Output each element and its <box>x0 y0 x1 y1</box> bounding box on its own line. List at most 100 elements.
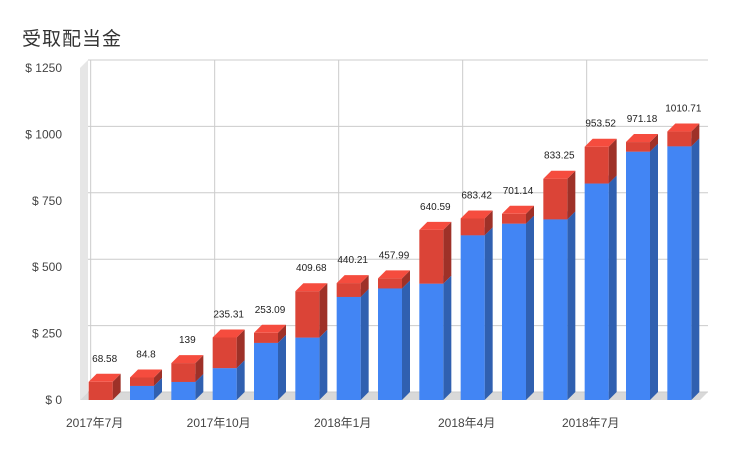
bar-segment <box>626 142 650 152</box>
bar-segment-side <box>691 123 700 147</box>
bar-segment-side <box>608 138 617 184</box>
bar-segment-top <box>626 134 658 143</box>
bars-layer <box>88 123 700 401</box>
bar-segment-side <box>567 211 576 400</box>
data-label: 971.18 <box>627 114 658 125</box>
bar-segment-top <box>171 355 204 364</box>
y-tick-label: $ 0 <box>45 393 62 407</box>
data-label: 640.59 <box>420 202 451 213</box>
labels-layer: $ 0 $ 250 $ 500 $ 750 $ 1000 $ 1250 2017年7月 201… <box>25 61 702 430</box>
bar-segment-top <box>212 329 245 338</box>
bar-segment <box>626 151 650 400</box>
x-tick-label: 2018年7月 <box>562 416 619 430</box>
x-tick-label: 2018年1月 <box>314 416 371 430</box>
bar-segment-top <box>254 324 286 333</box>
bar-segment-side <box>443 221 452 284</box>
bar-segment <box>254 342 278 400</box>
bar-segment-side <box>484 227 493 400</box>
bar-segment-side <box>319 283 328 338</box>
bar-segment-side <box>278 324 286 343</box>
bar-segment-side <box>360 275 369 297</box>
bar-segment <box>543 178 568 220</box>
bar-segment <box>295 291 320 338</box>
data-label: 235.31 <box>213 310 244 321</box>
bar-segment-side <box>236 360 245 400</box>
bar-segment <box>378 288 402 400</box>
bar-segment-side <box>650 143 658 400</box>
bar-segment-side <box>154 369 162 386</box>
y-tick-label: $ 1250 <box>25 61 62 75</box>
data-label: 953.52 <box>585 119 616 130</box>
bar-segment <box>336 296 361 400</box>
bar-segment-side <box>360 288 369 400</box>
bar-segment <box>502 223 526 400</box>
data-label: 253.09 <box>255 305 286 316</box>
data-label: 409.68 <box>296 263 327 274</box>
bar-segment-top <box>88 373 121 382</box>
bar-segment-side <box>608 175 617 400</box>
bar-segment-side <box>154 377 162 400</box>
bar-segment-side <box>691 138 700 401</box>
y-tick-label: $ 1000 <box>25 127 62 141</box>
data-label: 701.14 <box>503 186 534 197</box>
bar-segment <box>378 278 402 289</box>
bar-segment-side <box>195 355 204 382</box>
side-wall <box>80 60 88 400</box>
bar-segment <box>667 146 692 400</box>
bar-segment-top <box>543 170 576 179</box>
chart-title: 受取配当金 <box>22 28 123 50</box>
bar-segment-top <box>419 221 452 230</box>
bar-segment-side <box>112 373 121 400</box>
bar-segment <box>171 381 196 400</box>
y-tick-label: $ 750 <box>32 194 62 208</box>
data-label: 84.8 <box>136 349 156 360</box>
y-tick-label: $ 500 <box>32 260 62 274</box>
bar-segment-side <box>402 280 410 400</box>
x-tick-label: 2018年4月 <box>438 416 495 430</box>
bar-segment-top <box>378 270 410 279</box>
y-tick-label: $ 250 <box>32 327 62 341</box>
bar-segment-side <box>526 205 534 224</box>
data-label: 457.99 <box>379 250 410 261</box>
bar-segment <box>502 213 526 224</box>
bar-segment-side <box>650 134 658 152</box>
bar-segment <box>254 332 278 343</box>
bar-segment-side <box>278 334 286 400</box>
data-label: 1010.71 <box>665 104 702 115</box>
data-label: 68.58 <box>92 354 117 365</box>
bar-segment <box>130 377 154 386</box>
bar-segment <box>212 368 237 400</box>
bar-segment-side <box>526 215 534 400</box>
bar-segment-side <box>402 270 410 289</box>
data-label: 683.42 <box>461 190 492 201</box>
bar-segment <box>336 283 361 297</box>
bar-segment <box>543 219 568 400</box>
bar-segment <box>295 337 320 400</box>
bar-segment-top <box>130 369 162 378</box>
bar-segment <box>130 385 154 400</box>
bar-segment <box>88 381 113 400</box>
bar-segment <box>419 229 444 284</box>
bar-segment-top <box>460 210 493 219</box>
bar-segment-side <box>484 210 493 236</box>
data-label: 139 <box>179 335 196 346</box>
bar-segment-side <box>236 329 245 369</box>
bar-segment <box>212 337 237 369</box>
bar-segment <box>419 283 444 400</box>
x-tick-label: 2017年10月 <box>187 416 251 430</box>
bar-segment-top <box>502 205 534 214</box>
bar-segment <box>584 183 609 400</box>
bar-segment-top <box>584 138 617 147</box>
bar-segment <box>460 235 485 400</box>
bar-segment-top <box>336 275 369 284</box>
data-label: 833.25 <box>544 151 575 162</box>
x-tick-label: 2017年7月 <box>66 416 123 430</box>
bar-segment-top <box>295 283 328 292</box>
bar-segment <box>667 131 692 147</box>
bar-segment-side <box>319 329 328 400</box>
bar-segment <box>584 146 609 184</box>
bar-segment-top <box>667 123 700 132</box>
bar-segment <box>460 218 485 236</box>
bar-segment-side <box>567 170 576 220</box>
